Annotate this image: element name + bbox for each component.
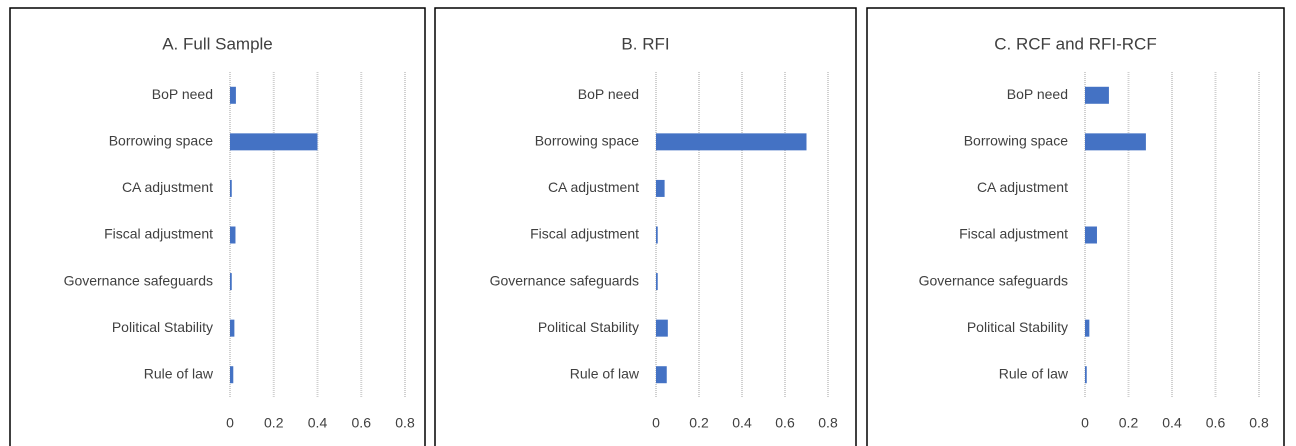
bar	[656, 226, 658, 244]
x-tick-label: 0.4	[732, 415, 752, 431]
x-tick-label: 0.6	[775, 415, 795, 431]
bar	[656, 273, 658, 291]
y-tick-label: CA adjustment	[122, 179, 213, 195]
y-tick-label: Borrowing space	[535, 133, 639, 149]
x-tick-label: 0.6	[352, 415, 372, 431]
panel-border	[434, 7, 857, 446]
y-tick-label: Governance safeguards	[490, 272, 639, 288]
x-tick-label: 0	[1081, 415, 1089, 431]
y-tick-label: Borrowing space	[109, 133, 213, 149]
panel-border	[866, 7, 1285, 446]
panel-border	[9, 7, 426, 446]
bar	[230, 319, 235, 337]
bar	[1085, 366, 1087, 384]
y-tick-label: Political Stability	[538, 319, 639, 335]
x-tick-label: 0	[652, 415, 660, 431]
bar	[656, 133, 807, 151]
y-tick-label: CA adjustment	[548, 179, 639, 195]
x-tick-label: 0.8	[1249, 415, 1269, 431]
y-tick-label: BoP need	[578, 86, 639, 102]
panel-title: A. Full Sample	[162, 34, 273, 53]
y-tick-label: Governance safeguards	[64, 272, 213, 288]
y-tick-label: Fiscal adjustment	[104, 226, 213, 242]
y-tick-label: Fiscal adjustment	[530, 226, 639, 242]
x-tick-label: 0.2	[1119, 415, 1139, 431]
bar	[1085, 133, 1146, 151]
y-tick-label: Political Stability	[967, 319, 1068, 335]
x-tick-label: 0.4	[308, 415, 328, 431]
x-tick-label: 0.6	[1206, 415, 1226, 431]
x-tick-label: 0.4	[1162, 415, 1182, 431]
y-tick-label: Rule of law	[999, 365, 1069, 381]
y-tick-label: CA adjustment	[977, 179, 1068, 195]
bar	[230, 133, 318, 151]
bar	[656, 319, 668, 337]
x-tick-label: 0.2	[689, 415, 709, 431]
x-tick-label: 0.8	[395, 415, 415, 431]
bar	[1085, 226, 1097, 244]
panel-title: C. RCF and RFI-RCF	[994, 34, 1156, 53]
bar	[656, 366, 667, 384]
x-tick-label: 0.8	[818, 415, 838, 431]
y-tick-label: Rule of law	[570, 365, 640, 381]
bar	[230, 86, 236, 104]
y-tick-label: Fiscal adjustment	[959, 226, 1068, 242]
y-tick-label: BoP need	[1007, 86, 1068, 102]
bar	[1085, 319, 1090, 337]
bar	[230, 273, 232, 291]
bar	[656, 179, 665, 197]
bar	[1085, 86, 1109, 104]
bar	[230, 226, 236, 244]
x-tick-label: 0.2	[264, 415, 284, 431]
y-tick-label: Borrowing space	[964, 133, 1068, 149]
y-tick-label: BoP need	[152, 86, 213, 102]
y-tick-label: Political Stability	[112, 319, 213, 335]
y-tick-label: Rule of law	[144, 365, 214, 381]
bar	[230, 179, 232, 197]
y-tick-label: Governance safeguards	[919, 272, 1068, 288]
x-tick-label: 0	[226, 415, 234, 431]
bar	[230, 366, 234, 384]
panel-title: B. RFI	[621, 34, 669, 53]
